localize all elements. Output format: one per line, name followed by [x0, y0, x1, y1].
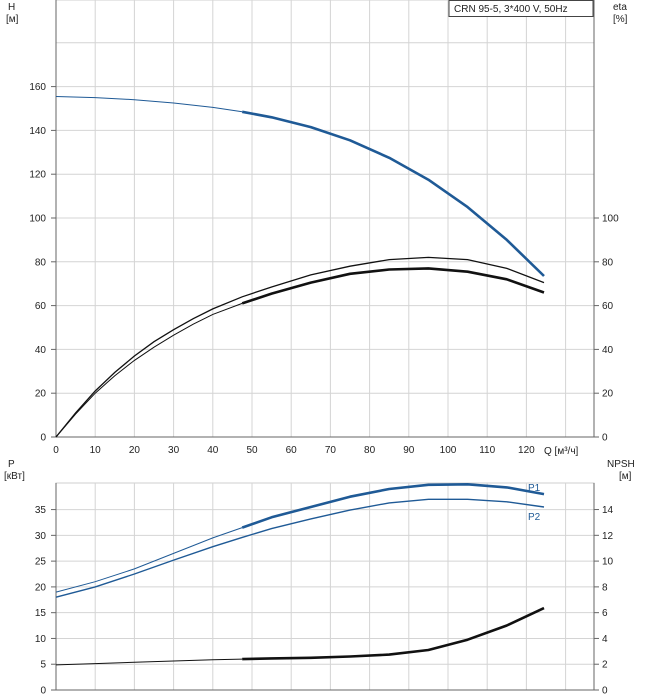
- bottom-left-tick-label: 35: [35, 505, 47, 516]
- bottom-right-axis-unit: [м]: [619, 471, 632, 482]
- bottom-left-tick-label: 25: [35, 557, 47, 568]
- efficiency-curve-thin: [55, 302, 243, 438]
- x-tick-label: 110: [479, 445, 495, 456]
- top-left-tick-label: 40: [35, 345, 47, 356]
- p1-curve: [241, 483, 545, 529]
- bottom-right-axis-title: NPSH: [607, 459, 635, 470]
- x-tick-label: 90: [403, 445, 415, 456]
- top-right-axis-unit: [%]: [613, 14, 628, 25]
- bottom-right-tick-label: 8: [602, 582, 608, 593]
- top-right-tick-label: 60: [602, 301, 614, 312]
- x-tick-label: 70: [325, 445, 337, 456]
- head-curve: [241, 110, 545, 277]
- curve-labels: P1 P2: [528, 483, 541, 523]
- top-right-tick-label: 0: [602, 433, 608, 444]
- bottom-left-tick-label: 20: [35, 582, 47, 593]
- npsh-curve: [242, 606, 545, 661]
- top-left-axis-title: H: [8, 2, 15, 13]
- bottom-right-tick-label: 2: [602, 660, 608, 671]
- bottom-left-axis-unit: [кВт]: [4, 471, 25, 482]
- series-label-p1: P1: [528, 483, 541, 494]
- p2-curve: [55, 498, 545, 598]
- top-left-tick-label: 80: [35, 257, 47, 268]
- top-left-tick-label: 60: [35, 301, 47, 312]
- top-right-tick-label: 80: [602, 257, 614, 268]
- bottom-right-tick-label: 4: [602, 634, 608, 645]
- top-left-axis-unit: [м]: [6, 14, 19, 25]
- bottom-left-tick-label: 15: [35, 608, 47, 619]
- legend-box: [448, 0, 594, 17]
- series-label-p2: P2: [528, 512, 541, 523]
- x-tick-label: 10: [90, 445, 102, 456]
- bottom-left-tick-label: 0: [40, 686, 46, 697]
- bottom-panel-grid: [55, 482, 595, 691]
- x-tick-label: 80: [364, 445, 376, 456]
- top-right-tick-label: 20: [602, 389, 614, 400]
- x-tick-label: 50: [246, 445, 258, 456]
- x-tick-label: 40: [207, 445, 219, 456]
- top-left-tick-label: 160: [29, 82, 46, 93]
- top-left-tick-label: 0: [40, 433, 46, 444]
- bottom-right-tick-label: 10: [602, 557, 614, 568]
- x-tick-label: 0: [53, 445, 59, 456]
- legend-box-text: CRN 95-5, 3*400 V, 50Hz: [454, 4, 568, 15]
- bottom-right-tick-label: 0: [602, 686, 608, 697]
- tick-labels: 0 10 20 30 40 50 60 70 80 90 100 110 120020406080100…: [29, 82, 619, 696]
- bottom-left-axis-title: P: [8, 459, 15, 470]
- top-left-tick-label: 140: [29, 126, 46, 137]
- top-left-tick-label: 120: [29, 170, 46, 181]
- head-curve-thin: [55, 96, 243, 113]
- bottom-left-tick-label: 30: [35, 531, 47, 542]
- top-right-tick-label: 100: [602, 214, 619, 225]
- top-right-axis-title: eta: [613, 2, 627, 13]
- p1-curve-thin: [55, 527, 243, 593]
- x-axis-label: Q [м³/ч]: [544, 446, 579, 457]
- bottom-right-tick-label: 12: [602, 531, 614, 542]
- top-panel-grid: [55, 0, 595, 438]
- x-tick-label: 30: [168, 445, 180, 456]
- top-right-tick-label: 40: [602, 345, 614, 356]
- top-left-tick-label: 100: [29, 214, 46, 225]
- bottom-right-tick-label: 6: [602, 608, 608, 619]
- bottom-left-tick-label: 5: [40, 660, 46, 671]
- bottom-right-tick-label: 14: [602, 505, 614, 516]
- efficiency-2-curve: [55, 256, 545, 438]
- curves: [55, 96, 545, 666]
- x-tick-label: 120: [518, 445, 535, 456]
- top-left-tick-label: 20: [35, 389, 47, 400]
- x-tick-label: 60: [286, 445, 298, 456]
- x-tick-label: 100: [440, 445, 457, 456]
- bottom-left-tick-label: 10: [35, 634, 47, 645]
- npsh-curve-thin: [55, 658, 243, 666]
- x-tick-label: 20: [129, 445, 141, 456]
- efficiency-curve: [241, 267, 545, 305]
